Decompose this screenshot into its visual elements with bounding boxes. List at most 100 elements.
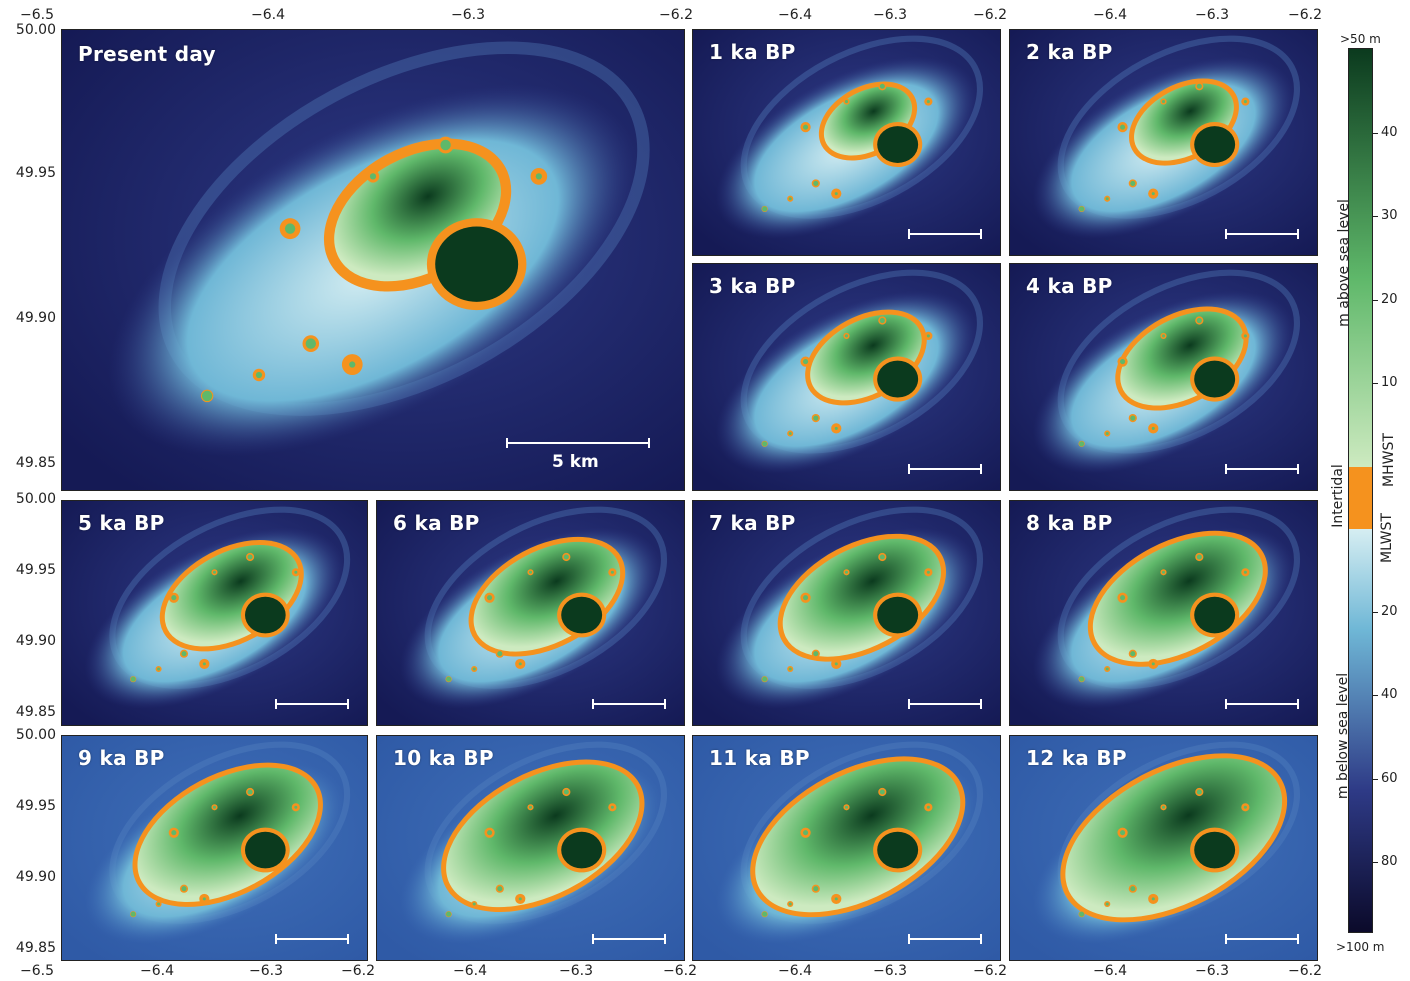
bathymetry-map: [1010, 30, 1317, 255]
map-panel: 2 ka BP: [1009, 29, 1318, 256]
axis-tick-label: −6.3: [1195, 963, 1229, 979]
colorbar-tick-label: 10: [1381, 375, 1398, 390]
panel-label: Present day: [78, 42, 216, 66]
map-panel: 4 ka BP: [1009, 263, 1318, 491]
scale-bar: [275, 699, 349, 709]
bathymetry-map: [693, 736, 1000, 960]
colorbar-tick-label: 30: [1381, 208, 1398, 223]
colorbar-tick: [1373, 300, 1378, 301]
colorbar-tick-label: 40: [1381, 125, 1398, 140]
colorbar-tick: [1373, 612, 1378, 613]
map-panel: 5 ka BP: [61, 500, 368, 726]
bathymetry-map: [1010, 264, 1317, 490]
axis-tick-label: −6.4: [453, 963, 487, 979]
colorbar-mlwst-label: MLWST: [1378, 513, 1395, 563]
axis-tick-label: 50.00: [15, 491, 56, 507]
axis-tick-label: −6.4: [1093, 963, 1127, 979]
colorbar-tick: [1373, 133, 1378, 134]
axis-tick-label: −6.4: [778, 7, 812, 23]
axis-tick-label: −6.5: [20, 963, 54, 979]
map-panel: 10 ka BP: [376, 735, 685, 961]
scale-bar: [1225, 934, 1299, 944]
bathymetry-map: [62, 736, 367, 960]
colorbar-above-label: m above sea level: [1335, 199, 1352, 327]
panel-label: 4 ka BP: [1026, 274, 1113, 298]
map-panel: 12 ka BP: [1009, 735, 1318, 961]
axis-tick-label: −6.5: [20, 7, 54, 23]
axis-tick-label: −6.2: [973, 7, 1007, 23]
bathymetry-map: [1010, 736, 1317, 960]
map-panel: 9 ka BP: [61, 735, 368, 961]
axis-tick-label: −6.3: [249, 963, 283, 979]
panel-label: 7 ka BP: [709, 511, 796, 535]
axis-tick-label: −6.2: [1288, 963, 1322, 979]
axis-tick-label: 49.90: [15, 633, 56, 649]
axis-tick-label: −6.3: [873, 963, 907, 979]
map-panel: 11 ka BP: [692, 735, 1001, 961]
colorbar-tick-label: 80: [1381, 854, 1398, 869]
axis-tick-label: −6.3: [1195, 7, 1229, 23]
colorbar-tick-label: 60: [1381, 771, 1398, 786]
land-mass: [446, 764, 640, 908]
map-panel: 3 ka BP: [692, 263, 1001, 491]
bathymetry-map: [693, 501, 1000, 725]
axis-tick-label: 49.85: [15, 455, 56, 471]
scale-bar: [1225, 699, 1299, 709]
scale-bar: [1225, 464, 1299, 474]
axis-tick-label: −6.2: [341, 963, 375, 979]
scale-bar: [908, 699, 982, 709]
scale-bar: [1225, 229, 1299, 239]
colorbar: [1348, 48, 1373, 933]
colorbar-tick: [1373, 862, 1378, 863]
bathymetry-map: [62, 30, 684, 490]
colorbar-below-label: m below sea level: [1335, 672, 1352, 800]
axis-tick-label: 49.95: [15, 562, 56, 578]
bathymetry-map: [693, 30, 1000, 255]
panel-label: 5 ka BP: [78, 511, 165, 535]
colorbar-tick-label: 20: [1381, 292, 1398, 307]
axis-tick-label: −6.3: [451, 7, 485, 23]
scale-bar: [908, 229, 982, 239]
colorbar-tick: [1373, 383, 1378, 384]
colorbar-tick: [1373, 779, 1378, 780]
panel-label: 1 ka BP: [709, 40, 796, 64]
axis-tick-label: −6.3: [873, 7, 907, 23]
colorbar-tick-label: 40: [1381, 687, 1398, 702]
panel-label: 9 ka BP: [78, 746, 165, 770]
axis-tick-label: −6.2: [973, 963, 1007, 979]
colorbar-intertidal-label: Intertidal: [1329, 464, 1346, 528]
scale-bar: [506, 438, 650, 448]
colorbar-mhwst-label: MHWST: [1380, 433, 1397, 487]
map-panel: 7 ka BP: [692, 500, 1001, 726]
map-panel: 1 ka BP: [692, 29, 1001, 256]
colorbar-bottom-label: >100 m: [1336, 940, 1385, 954]
axis-tick-label: 50.00: [15, 22, 56, 38]
axis-tick-label: 50.00: [15, 727, 56, 743]
land-mass: [1065, 758, 1283, 918]
axis-tick-label: −6.4: [251, 7, 285, 23]
axis-tick-label: 49.90: [15, 869, 56, 885]
scale-bar: [908, 934, 982, 944]
bathymetry-map: [1010, 501, 1317, 725]
panel-label: 3 ka BP: [709, 274, 796, 298]
axis-tick-label: −6.4: [140, 963, 174, 979]
panel-label: 10 ka BP: [393, 746, 494, 770]
axis-tick-label: −6.4: [1093, 7, 1127, 23]
panel-label: 6 ka BP: [393, 511, 480, 535]
colorbar-gradient-above: [1349, 49, 1372, 467]
colorbar-tick: [1373, 216, 1378, 217]
axis-tick-label: 49.95: [15, 165, 56, 181]
scale-bar: [275, 934, 349, 944]
bathymetry-map: [62, 501, 367, 725]
axis-tick-label: −6.2: [1288, 7, 1322, 23]
colorbar-tick-label: 20: [1381, 604, 1398, 619]
scale-bar-label: 5 km: [552, 452, 599, 472]
colorbar-tick: [1373, 695, 1378, 696]
axis-tick-label: −6.4: [778, 963, 812, 979]
bathymetry-map: [377, 501, 684, 725]
bathymetry-map: [693, 264, 1000, 490]
scale-bar: [592, 934, 666, 944]
colorbar-intertidal: [1349, 467, 1372, 529]
axis-tick-label: 49.85: [15, 940, 56, 956]
